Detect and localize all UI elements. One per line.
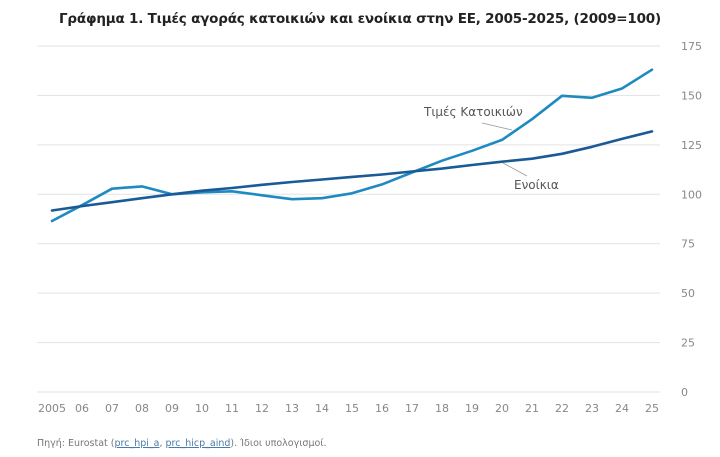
- x-tick-label: 14: [315, 402, 329, 415]
- x-tick-label: 17: [405, 402, 419, 415]
- x-axis-ticks: 2005 06 07 08 09 10 11 12 13 14 15 16 17 18 19 20 21 22 23…: [38, 402, 659, 415]
- annotations: Τιμές Κατοικιών Ενοίκια: [423, 105, 559, 192]
- x-tick-label: 07: [105, 402, 119, 415]
- rent-leader-line: [502, 162, 528, 177]
- x-tick-label: 11: [225, 402, 239, 415]
- source-link-hicp[interactable]: prc_hicp_aind: [165, 438, 231, 449]
- y-tick-label: 125: [681, 139, 702, 152]
- gridlines: [37, 45, 660, 393]
- series-lines: [50, 68, 654, 223]
- y-tick-label: 75: [681, 238, 695, 251]
- x-tick-label: 25: [645, 402, 659, 415]
- x-tick-label: 16: [375, 402, 389, 415]
- series-line-housing-prices: [50, 68, 654, 223]
- x-tick-label: 08: [135, 402, 149, 415]
- housing-label: Τιμές Κατοικιών: [423, 105, 523, 119]
- x-tick-label: 10: [195, 402, 209, 415]
- x-tick-label: 23: [585, 402, 599, 415]
- x-tick-label: 22: [555, 402, 569, 415]
- x-tick-label: 19: [465, 402, 479, 415]
- x-tick-label: 06: [75, 402, 89, 415]
- y-tick-label: 25: [681, 337, 695, 350]
- x-tick-label: 12: [255, 402, 269, 415]
- y-tick-label: 150: [681, 89, 702, 102]
- source-prefix: Πηγή: Eurostat (: [37, 438, 115, 449]
- x-tick-label: 2005: [38, 402, 66, 415]
- x-tick-label: 15: [345, 402, 359, 415]
- chart-title: Γράφημα 1. Τιμές αγοράς κατοικιών και εν…: [59, 11, 661, 27]
- source-sep: ,: [159, 438, 166, 449]
- source-suffix: ). Ίδιοι υπολογισμοί.: [230, 438, 327, 449]
- source-note: Πηγή: Eurostat (prc_hpi_a, prc_hicp_aind…: [37, 438, 327, 449]
- y-tick-label: 50: [681, 287, 695, 300]
- x-tick-label: 13: [285, 402, 299, 415]
- source-link-hpi[interactable]: prc_hpi_a: [114, 438, 160, 449]
- x-tick-label: 21: [525, 402, 539, 415]
- x-tick-label: 20: [495, 402, 509, 415]
- x-tick-label: 24: [615, 402, 629, 415]
- housing-leader-line: [481, 122, 513, 131]
- y-tick-label: 175: [681, 40, 702, 53]
- y-axis-ticks: 0 25 50 75 100 125 150 175: [681, 40, 702, 399]
- y-tick-label: 0: [681, 386, 688, 399]
- y-tick-label: 100: [681, 188, 702, 201]
- x-tick-label: 09: [165, 402, 179, 415]
- rent-label: Ενοίκια: [514, 178, 559, 192]
- x-tick-label: 18: [435, 402, 449, 415]
- series-line-rents: [50, 130, 654, 212]
